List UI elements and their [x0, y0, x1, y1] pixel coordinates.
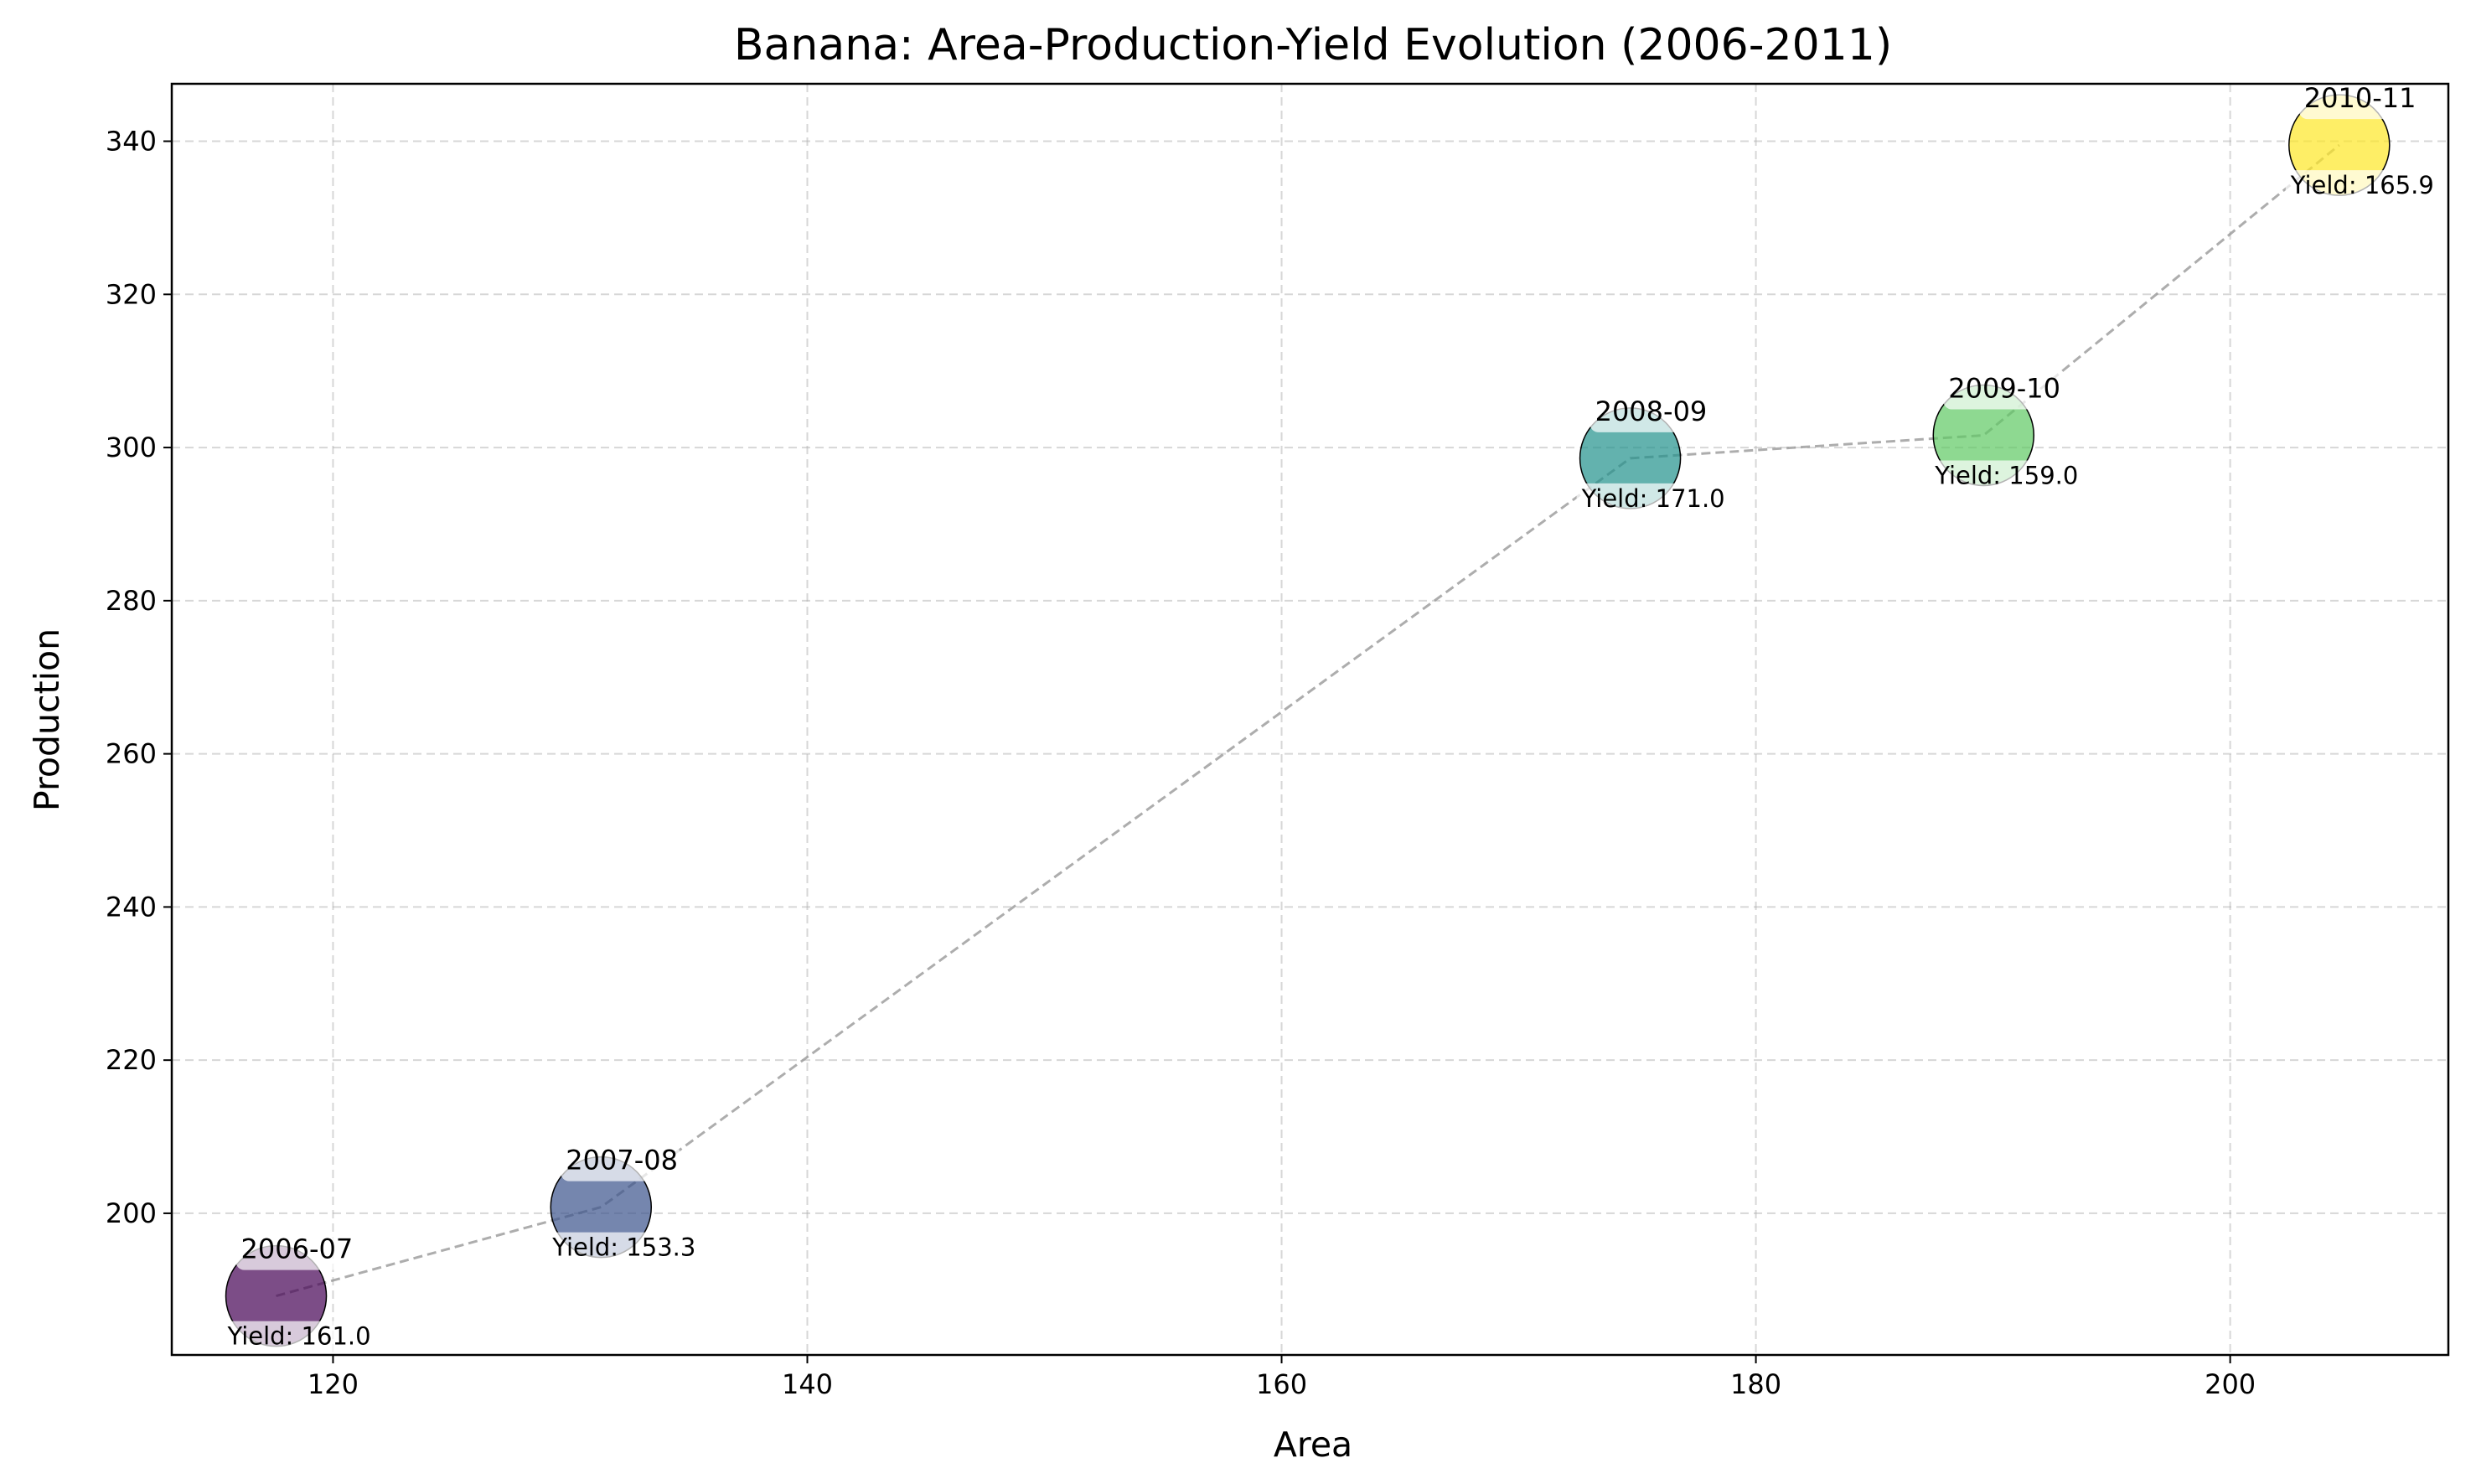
y-tick-label: 240 — [106, 891, 157, 923]
period-label-box — [235, 1233, 355, 1270]
yield-label-box — [1930, 460, 2103, 494]
y-axis-ticks: 200 220 240 260 280 300 320 340 — [106, 126, 172, 1229]
period-label-box — [1943, 372, 2063, 410]
data-point-2008-09: 2008-09 Yield: 171.0 — [1576, 395, 1750, 517]
x-tick-label: 140 — [782, 1368, 833, 1400]
period-label: 2008-09 — [1595, 396, 1708, 427]
period-label: 2007-08 — [566, 1145, 678, 1176]
trend-connector-line — [276, 143, 2340, 1298]
period-label-box — [2298, 82, 2418, 120]
yield-label-box — [2285, 170, 2458, 204]
period-label: 2010-11 — [2304, 82, 2417, 114]
yield-label-box — [222, 1321, 395, 1355]
y-tick-label: 300 — [106, 432, 157, 463]
data-point-2010-11: 2010-11 Yield: 165.9 — [2285, 82, 2458, 204]
period-label: 2009-10 — [1948, 372, 2060, 404]
y-axis-label: Production — [27, 628, 67, 811]
yield-label: Yield: 159.0 — [1934, 461, 2078, 489]
x-axis-ticks: 120 140 160 180 200 — [308, 1355, 2256, 1400]
x-axis-label: Area — [1274, 1425, 1352, 1465]
period-label: 2006-07 — [241, 1233, 354, 1265]
y-tick-label: 320 — [106, 278, 157, 310]
yield-label: Yield: 153.3 — [551, 1233, 695, 1262]
data-point-2006-07: 2006-07 Yield: 161.0 — [222, 1233, 395, 1355]
y-tick-label: 220 — [106, 1044, 157, 1076]
y-tick-label: 200 — [106, 1197, 157, 1229]
yield-label-box — [547, 1232, 721, 1266]
x-tick-label: 180 — [1730, 1368, 1781, 1400]
y-tick-label: 260 — [106, 738, 157, 770]
yield-label-box — [1576, 483, 1750, 517]
x-tick-label: 160 — [1256, 1368, 1307, 1400]
x-tick-label: 200 — [2205, 1368, 2256, 1400]
grid-lines — [172, 84, 2448, 1355]
period-label-box — [561, 1144, 680, 1182]
y-tick-label: 280 — [106, 585, 157, 617]
period-label-box — [1589, 395, 1709, 432]
yield-label: Yield: 171.0 — [1581, 484, 1725, 513]
y-tick-label: 340 — [106, 126, 157, 158]
data-point-2007-08: 2007-08 Yield: 153.3 — [547, 1144, 721, 1266]
yield-label: Yield: 161.0 — [227, 1322, 371, 1351]
x-tick-label: 120 — [308, 1368, 359, 1400]
data-point-2009-10: 2009-10 Yield: 159.0 — [1930, 372, 2103, 494]
yield-label: Yield: 165.9 — [2290, 171, 2434, 199]
plot-frame — [170, 82, 2450, 1357]
chart-title: Banana: Area-Production-Yield Evolution … — [734, 20, 1892, 70]
